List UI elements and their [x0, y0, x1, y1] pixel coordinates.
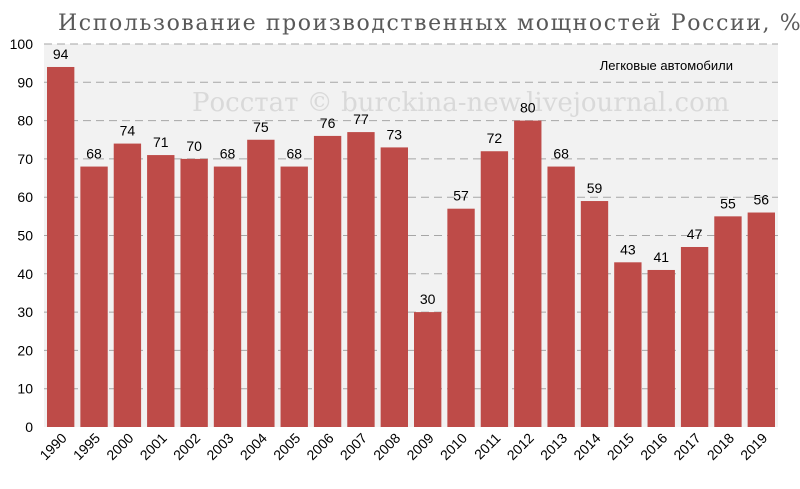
x-tick-label: 2014: [570, 430, 603, 463]
x-tick-label: 2018: [704, 430, 737, 463]
data-label: 68: [86, 146, 102, 162]
data-label: 72: [487, 130, 503, 146]
y-tick-label: 40: [17, 266, 33, 282]
y-tick-label: 70: [17, 151, 33, 167]
y-tick-label: 10: [17, 381, 33, 397]
x-tick-label: 2003: [203, 430, 236, 463]
data-label: 57: [453, 188, 469, 204]
bar: [80, 166, 108, 427]
data-label: 80: [520, 100, 536, 116]
data-label: 94: [53, 46, 69, 62]
data-labels: 94 68 74 71 70 68 75 68 76 77 73 30 57 72 80 68 59 43 41 47…: [53, 46, 769, 307]
bar: [280, 166, 308, 427]
x-tick-label: 2006: [303, 430, 336, 463]
y-axis-ticks: 0 10 20 30 40 50 60 70 80 90 100: [10, 36, 34, 435]
bar: [547, 166, 575, 427]
x-tick-label: 1990: [36, 430, 69, 463]
x-tick-label: 2010: [437, 430, 470, 463]
bar: [514, 120, 542, 427]
data-label: 59: [587, 180, 603, 196]
x-tick-label: 1995: [70, 430, 103, 463]
bar: [113, 143, 142, 427]
bars: [47, 66, 775, 428]
data-label: 55: [720, 195, 736, 211]
bar: [580, 201, 609, 427]
x-tick-label: 2015: [604, 430, 637, 463]
data-label: 76: [320, 115, 336, 131]
series-label: Легковые автомобили: [600, 58, 733, 73]
data-label: 68: [553, 146, 569, 162]
bar: [247, 139, 275, 427]
data-label: 56: [754, 192, 770, 208]
bar: [480, 151, 509, 428]
bar: [313, 135, 342, 428]
chart-title: Использование производственных мощностей…: [58, 11, 800, 36]
y-tick-label: 100: [10, 36, 34, 52]
x-tick-label: 2002: [170, 430, 203, 463]
bar: [680, 246, 709, 427]
data-label: 47: [687, 226, 703, 242]
data-label: 43: [620, 241, 636, 257]
x-tick-label: 2017: [670, 430, 703, 463]
x-tick-label: 2005: [270, 430, 303, 463]
x-tick-label: 2000: [103, 430, 136, 463]
data-label: 71: [153, 134, 169, 150]
bar: [380, 147, 408, 427]
x-tick-label: 2008: [370, 430, 403, 463]
y-tick-label: 50: [17, 228, 33, 244]
bar: [714, 216, 742, 427]
data-label: 77: [353, 111, 369, 127]
bar: [614, 262, 642, 427]
y-tick-label: 30: [17, 304, 33, 320]
bar: [147, 155, 175, 427]
x-tick-label: 2019: [737, 430, 770, 463]
x-tick-label: 2013: [537, 430, 570, 463]
bar: [347, 132, 375, 427]
data-label: 70: [186, 138, 202, 154]
bar: [414, 312, 442, 427]
x-tick-label: 2009: [403, 430, 436, 463]
watermark: Росстат © burckina-new.livejournal.com: [192, 88, 729, 118]
data-label: 73: [387, 126, 403, 142]
data-label: 75: [253, 119, 269, 135]
data-label: 68: [286, 146, 302, 162]
x-tick-label: 2012: [504, 430, 537, 463]
x-axis-ticks: 1990 1995 2000 2001 2002 2003 2004 2005 2006 2007…: [36, 430, 770, 463]
x-tick-label: 2001: [137, 430, 170, 463]
data-label: 74: [120, 123, 136, 139]
x-tick-label: 2004: [237, 430, 270, 463]
data-label: 41: [653, 249, 669, 265]
x-tick-label: 2011: [471, 430, 504, 463]
x-tick-label: 2007: [337, 430, 370, 463]
y-tick-label: 80: [17, 113, 33, 129]
y-tick-label: 60: [17, 189, 33, 205]
data-label: 30: [420, 291, 436, 307]
bar: [647, 269, 675, 427]
data-label: 68: [220, 146, 236, 162]
bar: [47, 66, 75, 427]
y-tick-label: 0: [25, 419, 33, 435]
bar: [747, 212, 775, 427]
bar: [447, 208, 475, 427]
y-tick-label: 90: [17, 74, 33, 90]
x-tick-label: 2016: [637, 430, 670, 463]
bar: [180, 158, 208, 427]
y-tick-label: 20: [17, 342, 33, 358]
bar: [213, 166, 242, 427]
